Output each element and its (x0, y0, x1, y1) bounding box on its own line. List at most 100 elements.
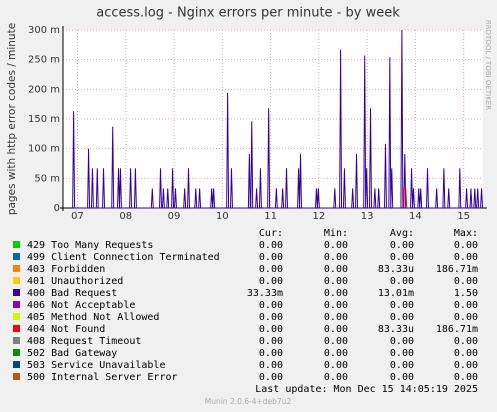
stat-value: 0.00 (324, 348, 348, 359)
stat-value: 0.00 (324, 336, 348, 347)
stat-value: 186.71m (436, 324, 478, 335)
stat-value: 0.00 (324, 372, 348, 383)
legend-swatch (13, 241, 20, 248)
stat-value: 0.00 (390, 372, 414, 383)
legend-label: 429 Too Many Requests (27, 240, 153, 251)
y-axis-label: pages with http error codes / minute (6, 23, 18, 215)
x-tick-label: 13 (361, 211, 374, 222)
legend-swatch (13, 277, 20, 284)
stat-value: 0.00 (324, 276, 348, 287)
legend-label: 401 Unauthorized (27, 276, 123, 287)
x-tick-label: 08 (119, 211, 132, 222)
legend-swatch (13, 349, 20, 356)
x-tick-label: 15 (457, 211, 470, 222)
stat-value: 0.00 (454, 312, 478, 323)
y-tick-label: 50 m (34, 173, 60, 184)
y-tick-label: 100 m (28, 144, 60, 155)
legend-label: 503 Service Unavailable (27, 360, 165, 371)
x-tick-label: 14 (409, 211, 422, 222)
legend-label: 499 Client Connection Terminated (27, 252, 220, 263)
x-tick-label: 09 (168, 211, 181, 222)
legend-label: 400 Bad Request (27, 288, 117, 299)
stat-value: 83.33u (378, 324, 414, 335)
legend-label: 500 Internal Server Error (27, 372, 178, 383)
stat-value: 13.01m (378, 288, 414, 299)
stat-header: Avg: (390, 228, 414, 239)
stat-value: 0.00 (324, 360, 348, 371)
legend-label: 403 Forbidden (27, 264, 105, 275)
stat-value: 0.00 (259, 252, 283, 263)
legend-swatch (13, 337, 20, 344)
stat-value: 0.00 (390, 300, 414, 311)
y-tick-label: 300 m (28, 25, 60, 36)
x-tick-label: 10 (216, 211, 229, 222)
y-tick-label: 200 m (28, 84, 60, 95)
series-line (402, 187, 408, 209)
stat-header: Cur: (259, 228, 283, 239)
stat-value: 0.00 (454, 276, 478, 287)
legend-swatch (13, 253, 20, 260)
y-tick-label: 250 m (28, 55, 60, 66)
stat-value: 186.71m (436, 264, 478, 275)
legend-label: 406 Not Acceptable (27, 300, 135, 311)
stat-value: 0.00 (324, 240, 348, 251)
stat-value: 0.00 (454, 360, 478, 371)
stat-value: 0.00 (259, 336, 283, 347)
stat-value: 0.00 (259, 300, 283, 311)
stat-value: 0.00 (390, 312, 414, 323)
y-tick-label: 0 (54, 203, 60, 214)
stat-value: 0.00 (324, 252, 348, 263)
x-tick-label: 12 (312, 211, 325, 222)
x-tick-label: 07 (71, 211, 84, 222)
stat-value: 0.00 (454, 240, 478, 251)
legend-swatch (13, 373, 20, 380)
footer: Munin 2.0.6-4+deb7u2 (205, 397, 292, 406)
stat-value: 0.00 (454, 336, 478, 347)
stat-header: Min: (324, 228, 348, 239)
legend-swatch (13, 361, 20, 368)
stat-value: 0.00 (390, 360, 414, 371)
series-line (72, 29, 484, 209)
stat-value: 33.33m (247, 288, 283, 299)
legend-swatch (13, 325, 20, 332)
legend-swatch (13, 301, 20, 308)
stat-value: 0.00 (259, 264, 283, 275)
legend-label: 405 Method Not Allowed (27, 312, 159, 323)
last-update: Last update: Mon Dec 15 14:05:19 2025 (255, 384, 478, 395)
y-tick-label: 150 m (28, 114, 60, 125)
stat-value: 0.00 (390, 252, 414, 263)
stat-value: 0.00 (454, 300, 478, 311)
stat-value: 0.00 (259, 360, 283, 371)
stat-value: 0.00 (454, 348, 478, 359)
stat-value: 0.00 (454, 372, 478, 383)
stat-value: 0.00 (259, 348, 283, 359)
stat-value: 0.00 (259, 276, 283, 287)
stat-value: 0.00 (324, 264, 348, 275)
stat-value: 0.00 (324, 300, 348, 311)
legend-swatch (13, 289, 20, 296)
stat-value: 1.50 (454, 288, 478, 299)
legend-swatch (13, 265, 20, 272)
stat-value: 0.00 (454, 252, 478, 263)
x-tick-label: 11 (264, 211, 277, 222)
stat-value: 0.00 (390, 336, 414, 347)
stat-header: Max: (454, 228, 478, 239)
stat-value: 0.00 (259, 372, 283, 383)
legend-label: 502 Bad Gateway (27, 348, 117, 359)
legend-label: 404 Not Found (27, 324, 105, 335)
legend-swatch (13, 313, 20, 320)
stat-value: 0.00 (259, 240, 283, 251)
stat-value: 0.00 (259, 324, 283, 335)
chart-title: access.log - Nginx errors per minute - b… (96, 6, 400, 21)
stat-value: 0.00 (390, 348, 414, 359)
stat-value: 83.33u (378, 264, 414, 275)
legend-label: 408 Request Timeout (27, 336, 141, 347)
stat-value: 0.00 (324, 288, 348, 299)
side-label: RRDTOOL / TOBI OETIKER (484, 20, 492, 110)
stat-value: 0.00 (390, 240, 414, 251)
stat-value: 0.00 (324, 312, 348, 323)
stat-value: 0.00 (390, 276, 414, 287)
stat-value: 0.00 (324, 324, 348, 335)
stat-value: 0.00 (259, 312, 283, 323)
